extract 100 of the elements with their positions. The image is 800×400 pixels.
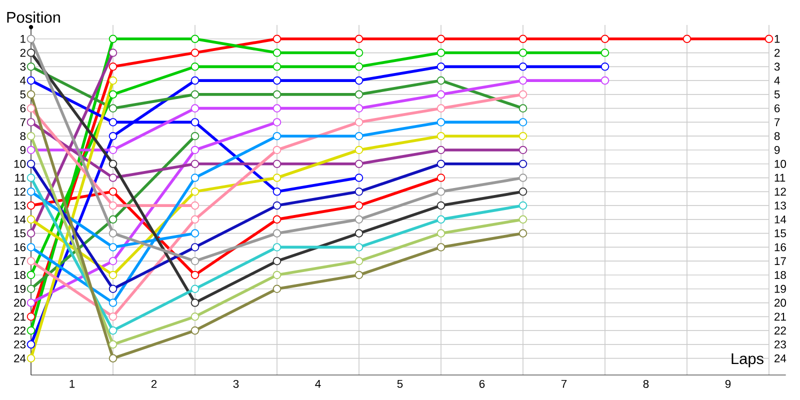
- point: [436, 90, 446, 99]
- point: [436, 174, 446, 182]
- y-tick-label: 24: [14, 354, 26, 362]
- point: [108, 284, 118, 294]
- point: [108, 201, 118, 210]
- y-tick-label: 21: [14, 312, 26, 321]
- point: [108, 354, 118, 362]
- point: [436, 160, 446, 168]
- point: [354, 118, 364, 126]
- point: [26, 284, 36, 294]
- x-tick-label: 9: [725, 380, 731, 388]
- point: [272, 104, 282, 112]
- point: [354, 270, 364, 280]
- point: [108, 326, 118, 335]
- y-tick-label: 15: [14, 229, 26, 238]
- y-tick-label: 4: [20, 76, 26, 84]
- x-tick-label: 4: [315, 380, 321, 388]
- point: [190, 201, 200, 210]
- y2-tick-label: 9: [774, 146, 780, 154]
- point: [26, 243, 36, 252]
- point: [436, 34, 446, 44]
- point: [518, 229, 528, 238]
- y2-tick-label: 6: [774, 104, 780, 112]
- y2-tick-label: 10: [774, 160, 786, 168]
- point: [108, 229, 118, 238]
- point: [272, 48, 282, 57]
- point: [600, 48, 610, 57]
- point: [354, 90, 364, 99]
- point: [190, 326, 200, 335]
- point: [354, 104, 364, 112]
- point: [272, 174, 282, 182]
- point: [108, 118, 118, 126]
- point: [108, 270, 118, 280]
- x-tick-label: 1: [70, 380, 75, 388]
- point: [436, 215, 446, 224]
- y-tick-label: 19: [14, 284, 26, 293]
- point: [272, 284, 282, 294]
- y2-tick-label: 21: [774, 312, 786, 321]
- point: [518, 76, 528, 85]
- y-tick-label: 5: [20, 90, 26, 98]
- x-tick-label: 3: [233, 380, 239, 388]
- y-tick-label: 3: [20, 62, 26, 71]
- point: [190, 256, 200, 266]
- y-tick-label: 7: [20, 118, 26, 126]
- y2-tick-label: 13: [774, 202, 786, 210]
- point: [436, 48, 446, 57]
- point: [272, 34, 282, 44]
- point: [190, 298, 200, 307]
- point: [518, 34, 528, 44]
- point: [108, 34, 118, 44]
- y2-tick-label: 15: [774, 229, 786, 238]
- point: [436, 132, 446, 140]
- point: [272, 62, 282, 71]
- y-tick-label: 1: [20, 35, 26, 43]
- y-tick-label: 9: [20, 146, 26, 154]
- y2-tick-label: 12: [774, 188, 786, 196]
- point: [354, 188, 364, 196]
- point: [272, 243, 282, 252]
- point: [26, 90, 36, 99]
- y2-tick-label: 1: [774, 35, 780, 43]
- x-tick-label: 7: [561, 380, 567, 388]
- point: [108, 174, 118, 182]
- y-tick-label: 6: [20, 104, 26, 112]
- point: [108, 340, 118, 349]
- point: [354, 62, 364, 71]
- point: [26, 298, 36, 307]
- point: [436, 188, 446, 196]
- y2-tick-label: 8: [774, 132, 780, 140]
- y-tick-label: 2: [20, 48, 26, 57]
- point: [108, 188, 118, 196]
- y-tick-label: 16: [14, 243, 26, 252]
- point: [190, 174, 200, 182]
- x-tick-label: 6: [479, 380, 485, 388]
- y-tick-label: 17: [14, 257, 26, 265]
- y-tick-label: 18: [14, 271, 26, 279]
- point: [190, 132, 200, 140]
- point: [272, 256, 282, 266]
- point: [436, 118, 446, 126]
- point: [26, 132, 36, 140]
- point: [354, 229, 364, 238]
- point: [108, 48, 118, 57]
- y2-tick-label: 22: [774, 326, 786, 334]
- point: [436, 104, 446, 112]
- y-axis-title: Position: [7, 11, 60, 23]
- point: [518, 90, 528, 99]
- y2-tick-label: 4: [774, 76, 780, 84]
- point: [190, 34, 200, 44]
- y-tick-label: 14: [14, 216, 26, 224]
- y-tick-label: 12: [14, 188, 26, 196]
- point: [354, 48, 364, 57]
- point: [354, 174, 364, 182]
- point: [26, 146, 36, 154]
- point: [26, 256, 36, 266]
- y-tick-label: 10: [14, 160, 26, 168]
- point: [26, 270, 36, 280]
- point: [518, 215, 528, 224]
- point: [26, 76, 36, 85]
- point: [764, 34, 774, 44]
- point: [436, 243, 446, 252]
- point: [26, 229, 36, 238]
